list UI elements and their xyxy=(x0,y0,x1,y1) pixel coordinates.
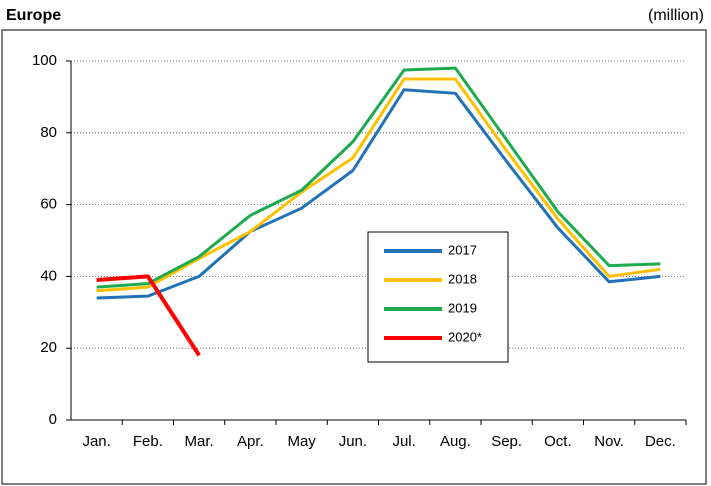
x-tick-label: Nov. xyxy=(594,433,624,450)
y-tick-label: 40 xyxy=(40,267,57,284)
x-tick-label: Feb. xyxy=(133,433,163,450)
x-tick-label: Oct. xyxy=(544,433,572,450)
series-line xyxy=(96,77,661,293)
series-line xyxy=(96,274,201,357)
x-tick-label: May xyxy=(287,433,316,450)
y-tick-label: 20 xyxy=(40,339,57,356)
series-line xyxy=(96,88,661,300)
y-tick-label: 100 xyxy=(32,52,57,69)
legend-label: 2019 xyxy=(448,300,477,315)
y-tick-label: 80 xyxy=(40,124,57,141)
x-tick-label: Aug. xyxy=(440,433,471,450)
legend-label: 2017 xyxy=(448,242,477,257)
x-tick-label: Sep. xyxy=(491,433,522,450)
chart-frame xyxy=(1,29,707,485)
unit-label: (million) xyxy=(648,7,704,24)
x-tick-label: Dec. xyxy=(645,433,676,450)
legend-box xyxy=(367,231,509,363)
x-tick-label: Jan. xyxy=(82,433,110,450)
legend-label: 2020* xyxy=(448,329,482,344)
legend-label: 2018 xyxy=(448,271,477,286)
x-tick-label: Mar. xyxy=(185,433,214,450)
series-line xyxy=(96,66,661,289)
x-tick-label: Jul. xyxy=(392,433,415,450)
y-tick-label: 0 xyxy=(49,411,57,428)
x-tick-label: Apr. xyxy=(237,433,264,450)
x-tick-label: Jun. xyxy=(339,433,367,450)
y-tick-label: 60 xyxy=(40,196,57,213)
chart-title: Europe xyxy=(6,7,61,24)
